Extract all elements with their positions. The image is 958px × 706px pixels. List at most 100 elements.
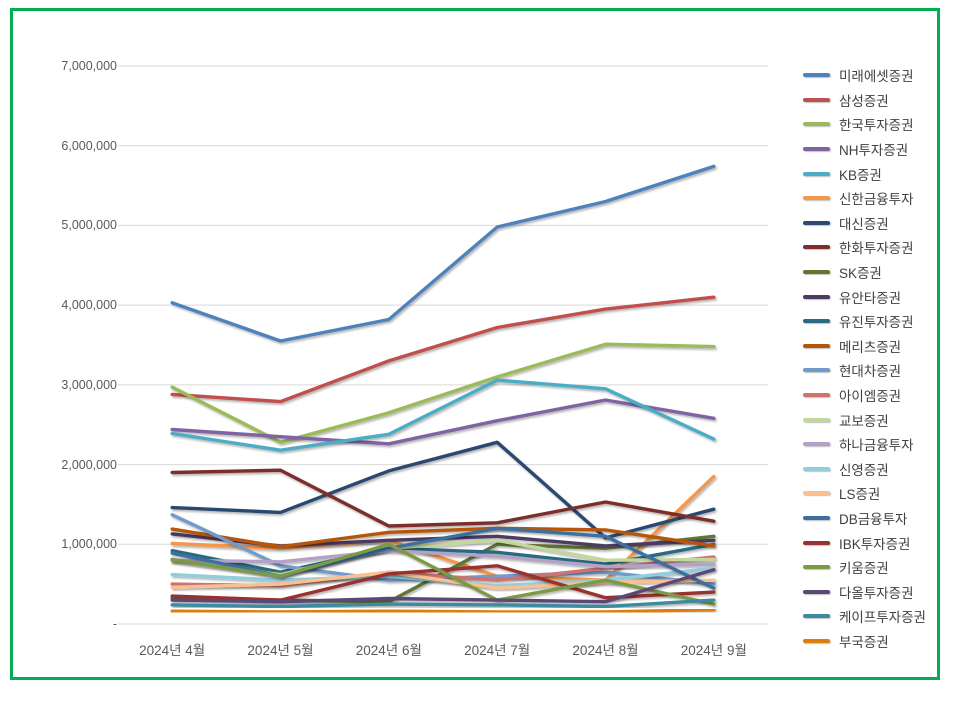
legend-label: NH투자증권	[839, 143, 909, 159]
legend-swatch-icon	[803, 97, 830, 102]
legend-item: 유안타증권	[803, 284, 926, 309]
legend-item: 신영증권	[803, 457, 926, 482]
legend-label: 신영증권	[839, 462, 889, 478]
legend-item: 하나금융투자	[803, 432, 926, 457]
series-line	[170, 295, 716, 404]
series-line	[170, 598, 716, 609]
y-tick-label: 1,000,000	[61, 537, 117, 552]
legend-item: 메리츠증권	[803, 334, 926, 359]
legend-swatch-icon	[803, 417, 830, 422]
series-line	[170, 542, 716, 606]
legend-swatch-icon	[803, 515, 830, 520]
legend-label: 신한금융투자	[839, 192, 914, 208]
y-tick-label: 4,000,000	[61, 298, 117, 313]
x-tick-label: 2024년 9월	[680, 643, 747, 658]
legend-item: 현대차증권	[803, 358, 926, 383]
legend-swatch-icon	[803, 589, 830, 594]
legend-item: 한국투자증권	[803, 112, 926, 137]
plot-area	[118, 65, 768, 625]
y-tick-label: 3,000,000	[61, 377, 117, 392]
legend-label: 한화투자증권	[839, 241, 914, 257]
legend-label: 케이프투자증권	[839, 610, 926, 626]
series-line	[170, 398, 716, 446]
x-tick-label: 2024년 5월	[247, 643, 314, 658]
x-tick-label: 2024년 7월	[464, 643, 531, 658]
legend-swatch-icon	[803, 294, 830, 299]
legend-label: IBK투자증권	[839, 536, 911, 552]
legend-label: 부국증권	[839, 634, 889, 650]
legend-label: 대신증권	[839, 216, 889, 232]
legend-item: LS증권	[803, 481, 926, 506]
legend-swatch-icon	[803, 319, 830, 324]
series-line	[170, 608, 716, 614]
legend-label: 한국투자증권	[839, 118, 914, 134]
x-tick-label: 2024년 4월	[139, 643, 206, 658]
legend-swatch-icon	[803, 614, 830, 619]
legend-swatch-icon	[803, 220, 830, 225]
legend-label: KB증권	[839, 167, 882, 183]
series-line	[170, 513, 716, 586]
y-tick-label: 7,000,000	[61, 59, 117, 73]
x-tick-label: 2024년 8월	[572, 643, 639, 658]
legend-label: 하나금융투자	[839, 438, 914, 454]
legend-item: 한화투자증권	[803, 235, 926, 260]
x-tick-label: 2024년 6월	[355, 643, 422, 658]
series-lines	[170, 164, 716, 614]
legend-label: 삼성증권	[839, 93, 889, 109]
series-line	[170, 164, 716, 343]
legend-item: SK증권	[803, 260, 926, 285]
series-line	[170, 570, 716, 590]
legend-swatch-icon	[803, 540, 830, 545]
legend-item: 케이프투자증권	[803, 604, 926, 629]
legend-swatch-icon	[803, 171, 830, 176]
legend-swatch-icon	[803, 122, 830, 127]
legend-item: 대신증권	[803, 211, 926, 236]
legend-swatch-icon	[803, 270, 830, 275]
legend-swatch-icon	[803, 638, 830, 643]
legend-item: NH투자증권	[803, 137, 926, 162]
legend-item: 미래에셋증권	[803, 63, 926, 88]
legend-label: 교보증권	[839, 413, 889, 429]
y-tick-label: -	[112, 617, 117, 631]
legend-label: 다올투자증권	[839, 585, 914, 601]
legend-label: 아이엠증권	[839, 389, 902, 405]
legend-item: IBK투자증권	[803, 530, 926, 555]
legend-swatch-icon	[803, 343, 830, 348]
legend-swatch-icon	[803, 565, 830, 570]
legend-swatch-icon	[803, 147, 830, 152]
series-line	[170, 568, 716, 604]
series-line	[170, 474, 716, 582]
series-line	[170, 378, 716, 452]
series-line	[170, 342, 716, 444]
legend-label: 메리츠증권	[839, 339, 902, 355]
legend-item: 교보증권	[803, 407, 926, 432]
legend-item: 다올투자증권	[803, 579, 926, 604]
legend-label: 유진투자증권	[839, 315, 914, 331]
legend-swatch-icon	[803, 196, 830, 201]
legend-swatch-icon	[803, 442, 830, 447]
legend-swatch-icon	[803, 368, 830, 373]
legend-label: SK증권	[839, 266, 882, 282]
legend-item: 부국증권	[803, 629, 926, 654]
y-tick-label: 5,000,000	[61, 218, 117, 233]
legend-swatch-icon	[803, 73, 830, 78]
legend-label: 미래에셋증권	[839, 69, 914, 85]
legend-item: 키움증권	[803, 555, 926, 580]
legend-item: 삼성증권	[803, 88, 926, 113]
series-line	[170, 526, 716, 549]
legend-label: 유안타증권	[839, 290, 902, 306]
legend-label: DB금융투자	[839, 511, 908, 527]
legend-item: KB증권	[803, 161, 926, 186]
legend-item: 아이엠증권	[803, 383, 926, 408]
legend-item: 신한금융투자	[803, 186, 926, 211]
green-border-frame: 7,000,000 6,000,000 5,000,000 4,000,000 3,00…	[10, 8, 940, 680]
legend-item: 유진투자증권	[803, 309, 926, 334]
legend-item: DB금융투자	[803, 506, 926, 531]
legend-swatch-icon	[803, 393, 830, 398]
legend-swatch-icon	[803, 245, 830, 250]
series-line	[170, 549, 716, 569]
y-tick-label: 2,000,000	[61, 457, 117, 472]
legend-swatch-icon	[803, 466, 830, 471]
legend-label: LS증권	[839, 487, 881, 503]
